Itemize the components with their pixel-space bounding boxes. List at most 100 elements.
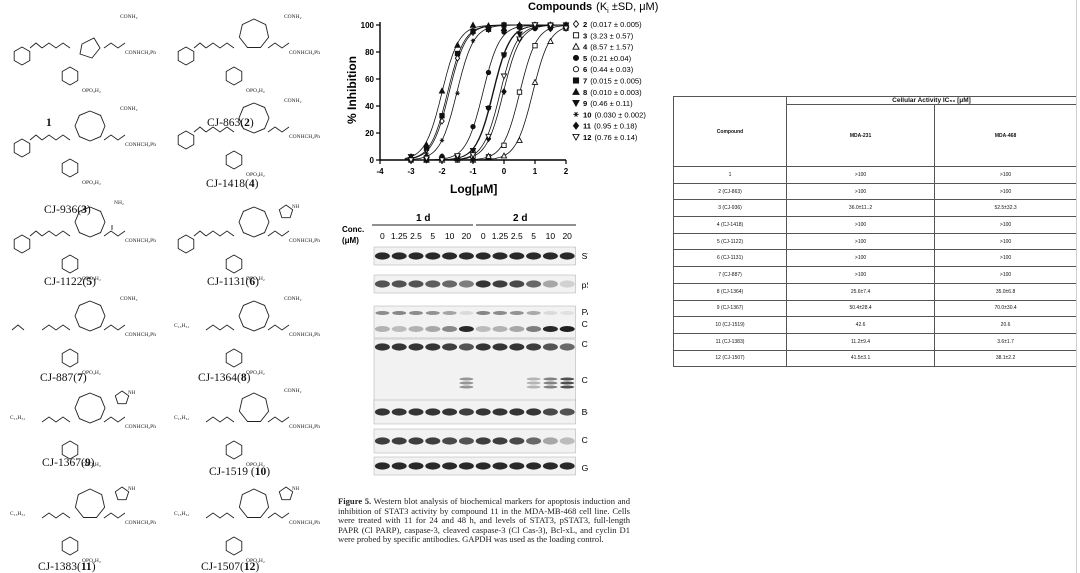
svg-text:CONH₂: CONH₂ [284,388,302,394]
data-point-12 [454,153,461,160]
chart-xlabel: Log[μM] [450,182,497,196]
cellular-activity-table: Compound Cellular Activity IC₅₀ [μM] MDA… [673,96,1077,408]
band [526,408,542,416]
table-cell-a: 50.4±28.4 [785,299,936,318]
data-point-8 [485,21,492,29]
y-tick-label: 100 [361,21,375,30]
band [492,343,508,351]
band [459,381,474,385]
data-point-9 [485,105,492,113]
svg-text:NH: NH [128,391,136,396]
band [492,326,508,333]
band [559,462,575,470]
table-row: 12 (CJ-1507) 41.5±3.1 38.1±2.2 [673,349,1077,368]
band [509,280,525,288]
band [526,311,541,315]
lane-label: 2.5 [410,231,422,241]
table-cell-compound: 1 [673,166,787,184]
table-row: 5 (CJ-1122) >100 >100 [673,232,1077,251]
band [559,252,575,260]
band [391,252,407,260]
band [475,462,491,470]
data-point-10 [455,91,460,96]
inhibition-chart-svg: Compounds (Ki ±SD, μM) Log[μM] % Inhibiti… [345,1,658,196]
band [459,385,474,389]
chemical-structures: OPO₃H₂ CONHCH₂Ph CONH₂ OPO₃H₂ CONHCH₂Ph CONH₂… [10,14,320,564]
band [391,462,407,470]
band [475,280,491,288]
band [526,381,541,385]
svg-text:C₁₅H₃₁: C₁₅H₃₁ [10,511,25,517]
table-cell-b: 38.1±2.2 [934,349,1077,368]
table-cell-compound: 5 (CJ-1122) [673,232,787,251]
svg-text:C₁₅H₃₁: C₁₅H₃₁ [10,415,25,421]
data-point-7 [454,50,461,57]
band [375,311,390,315]
band [408,437,424,445]
svg-text:OPO₃H₂: OPO₃H₂ [246,88,265,94]
blot-strip [373,274,576,294]
band [408,462,424,470]
data-point-4 [531,78,539,85]
lane-label: 0 [380,231,385,241]
svg-text:CONHCH₂Ph: CONHCH₂Ph [289,520,320,526]
data-point-12 [423,155,430,162]
legend-marker-5 [572,54,580,61]
legend-entry-10: 10 (0.030 ± 0.002) [583,110,646,119]
inhibition-chart: Compounds (Ki ±SD, μM) Log[μM] % Inhibiti… [338,0,670,200]
band [374,280,390,288]
band [391,343,407,351]
band [526,385,541,389]
blot-strip [373,399,576,425]
data-point-10 [470,38,476,43]
lane-label: 1.25 [492,231,509,241]
svg-text:OPO₃H₂: OPO₃H₂ [246,558,265,564]
table-cell-compound: 4 (CJ-1418) [673,216,787,234]
band [442,437,458,445]
table-cell-b: >100 [934,249,1077,268]
band [559,343,575,351]
svg-text:OPO₃H₂: OPO₃H₂ [246,462,265,468]
compound-label-5: CJ-1122(5) [44,276,96,288]
x-tick-label: -2 [438,167,446,176]
lane-label: 5 [430,231,435,241]
band [526,462,542,470]
legend-marker-11 [572,121,580,130]
band [543,377,558,381]
band [560,385,575,389]
band [492,252,508,260]
table-cell-b: 3.6±1.7 [934,332,1077,351]
band [425,252,441,260]
svg-text:CONH₂: CONH₂ [120,14,138,20]
legend-marker-4 [572,42,580,50]
chart-title: Compounds (Ki ±SD, μM) [528,1,658,15]
data-point-3 [501,142,507,149]
col-mda231: MDA-231 [785,104,936,167]
svg-text:CONHCH₂Ph: CONHCH₂Ph [125,142,156,148]
band [543,385,558,389]
svg-text:C₁₅H₃₁: C₁₅H₃₁ [174,323,189,329]
legend-marker-2 [572,19,580,29]
band [374,437,390,445]
band [543,381,558,385]
series-curve-8 [404,24,566,159]
table-row: 10 (CJ-1519) 42.6 20.6 [673,316,1077,334]
band [492,437,508,445]
compound-label-8: CJ-1364(8) [198,372,251,384]
table-cell-a: >100 [785,232,936,251]
x-tick-label: -3 [407,167,415,176]
blot-label: STAT3 [582,251,588,261]
band [559,280,575,288]
blot-strip [373,338,576,410]
data-point-3 [516,89,523,95]
data-point-10 [486,27,491,32]
band [526,326,542,333]
y-tick-label: 40 [365,102,374,111]
band [442,462,458,470]
svg-text:OPO₃H₂: OPO₃H₂ [246,370,265,376]
legend-entry-3: 3 (3.23 ± 0.57) [583,31,634,40]
svg-text:CONHCH₂Ph: CONHCH₂Ph [289,332,320,338]
data-point-7 [439,113,445,119]
band [526,252,542,260]
table-cell-compound: 11 (CJ-1383) [673,332,787,351]
